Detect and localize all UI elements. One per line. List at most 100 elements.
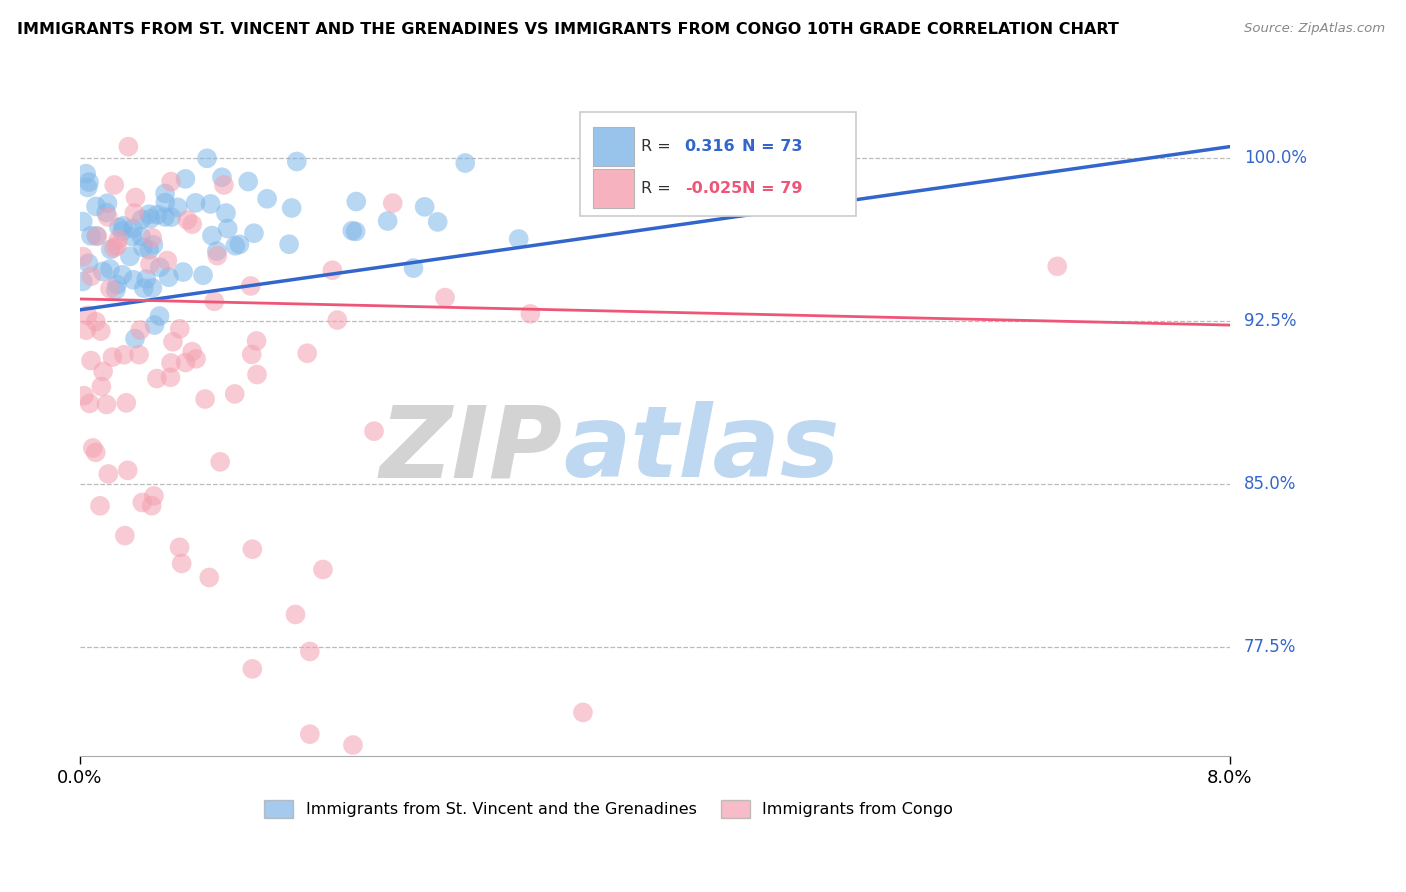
- Point: [98, 262, 121, 277]
- Point: [122, 273, 145, 287]
- Point: [90, 379, 112, 393]
- Point: [75, 323, 97, 337]
- Text: R =: R =: [641, 139, 676, 154]
- Point: [224, 387, 246, 401]
- Point: [174, 172, 197, 186]
- Point: [321, 263, 343, 277]
- Point: [91, 364, 114, 378]
- Point: [90, 324, 112, 338]
- FancyBboxPatch shape: [593, 127, 634, 166]
- Point: [138, 207, 160, 221]
- Point: [98, 282, 121, 296]
- Point: [184, 351, 207, 366]
- Point: [256, 192, 278, 206]
- Point: [169, 322, 191, 336]
- Point: [508, 232, 530, 246]
- Legend: Immigrants from St. Vincent and the Grenadines, Immigrants from Congo: Immigrants from St. Vincent and the Gren…: [259, 793, 959, 824]
- Point: [84, 228, 107, 243]
- Point: [103, 178, 125, 192]
- FancyBboxPatch shape: [581, 112, 856, 216]
- Point: [160, 356, 183, 370]
- Point: [141, 499, 163, 513]
- Text: N = 73: N = 73: [742, 139, 803, 154]
- Point: [111, 224, 134, 238]
- Text: atlas: atlas: [562, 401, 839, 498]
- Point: [72, 274, 94, 288]
- Point: [139, 211, 162, 226]
- Point: [238, 174, 260, 188]
- Text: IMMIGRANTS FROM ST. VINCENT AND THE GRENADINES VS IMMIGRANTS FROM CONGO 10TH GRA: IMMIGRANTS FROM ST. VINCENT AND THE GREN…: [17, 22, 1119, 37]
- Point: [91, 264, 114, 278]
- Point: [240, 542, 263, 557]
- Point: [298, 727, 321, 741]
- Point: [142, 489, 165, 503]
- Point: [112, 348, 135, 362]
- Point: [107, 233, 129, 247]
- Text: ZIP: ZIP: [380, 401, 562, 498]
- Point: [143, 318, 166, 332]
- Text: 77.5%: 77.5%: [1244, 638, 1296, 657]
- Point: [200, 197, 222, 211]
- Text: N = 79: N = 79: [742, 181, 803, 196]
- Point: [146, 371, 169, 385]
- Point: [195, 151, 218, 165]
- Point: [239, 279, 262, 293]
- Point: [169, 541, 191, 555]
- Point: [129, 229, 152, 244]
- Point: [201, 228, 224, 243]
- Point: [118, 249, 141, 263]
- Point: [100, 243, 122, 257]
- Point: [342, 224, 364, 238]
- Point: [141, 281, 163, 295]
- Point: [103, 241, 125, 255]
- Point: [245, 334, 267, 348]
- Point: [114, 528, 136, 542]
- Point: [115, 396, 138, 410]
- Point: [77, 256, 100, 270]
- Point: [402, 261, 425, 276]
- Point: [76, 180, 98, 194]
- Point: [135, 272, 157, 286]
- Point: [80, 228, 103, 243]
- Point: [72, 250, 94, 264]
- Point: [79, 396, 101, 410]
- Point: [146, 208, 169, 222]
- Point: [344, 194, 367, 209]
- Point: [105, 277, 128, 292]
- Point: [108, 220, 131, 235]
- Point: [148, 309, 170, 323]
- Point: [122, 221, 145, 235]
- Point: [284, 607, 307, 622]
- Point: [86, 229, 108, 244]
- Point: [381, 196, 404, 211]
- Point: [84, 445, 107, 459]
- Point: [228, 237, 250, 252]
- Point: [166, 200, 188, 214]
- FancyBboxPatch shape: [593, 169, 634, 208]
- Point: [96, 205, 118, 219]
- Point: [128, 348, 150, 362]
- Point: [278, 237, 301, 252]
- Point: [160, 210, 183, 224]
- Point: [224, 239, 246, 253]
- Point: [344, 224, 367, 238]
- Point: [572, 706, 595, 720]
- Point: [377, 214, 399, 228]
- Point: [72, 214, 94, 228]
- Point: [84, 199, 107, 213]
- Point: [285, 154, 308, 169]
- Point: [132, 240, 155, 254]
- Point: [246, 368, 269, 382]
- Point: [153, 210, 176, 224]
- Point: [97, 210, 120, 224]
- Point: [104, 283, 127, 297]
- Point: [101, 350, 124, 364]
- Point: [97, 467, 120, 481]
- Point: [211, 170, 233, 185]
- Point: [243, 226, 266, 240]
- Point: [181, 217, 204, 231]
- Point: [80, 269, 103, 284]
- Point: [73, 389, 96, 403]
- Point: [1046, 260, 1069, 274]
- Point: [124, 190, 146, 204]
